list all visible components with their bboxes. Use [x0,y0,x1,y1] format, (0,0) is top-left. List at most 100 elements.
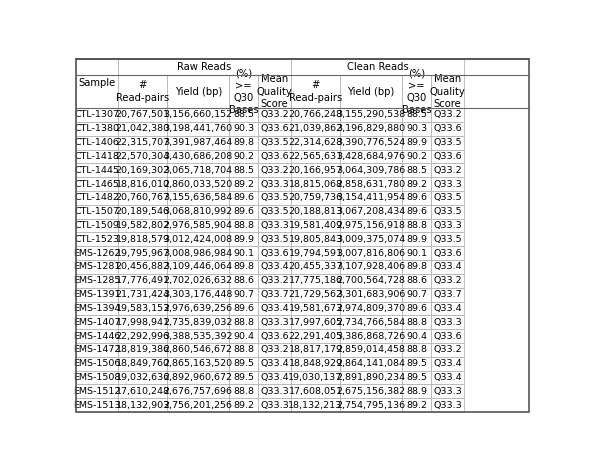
Text: Yield (bp): Yield (bp) [348,86,395,97]
Bar [76,150,118,163]
Bar [76,246,118,260]
Bar [76,136,118,150]
Bar [340,108,402,122]
Bar [167,260,230,274]
Text: #
Read-pairs: # Read-pairs [116,80,169,103]
Text: Q33.4: Q33.4 [433,262,462,272]
Bar [230,398,258,412]
Bar [402,385,431,398]
Text: Q33.5: Q33.5 [433,235,462,244]
Bar [118,150,167,163]
Bar [167,246,230,260]
Bar [230,150,258,163]
Bar [230,343,258,357]
Bar [118,398,167,412]
Text: 17,608,051: 17,608,051 [289,387,343,396]
Text: 88.6: 88.6 [233,276,254,286]
Text: 3,012,424,008: 3,012,424,008 [163,235,233,244]
Bar [230,301,258,315]
Bar [258,343,291,357]
Bar [230,288,258,301]
Text: Q33.4: Q33.4 [433,373,462,382]
Text: Q33.3: Q33.3 [433,401,462,410]
Bar [167,122,230,136]
Text: Q33.5: Q33.5 [433,193,462,202]
Text: 2,976,585,904: 2,976,585,904 [164,221,233,230]
Bar [402,122,431,136]
Bar [291,288,340,301]
Bar [340,122,402,136]
Text: 18,816,010: 18,816,010 [116,179,169,189]
Text: 20,188,813: 20,188,813 [289,207,343,216]
Bar [76,219,118,232]
Text: Q33.2: Q33.2 [433,111,462,120]
Bar [230,260,258,274]
Text: 89.6: 89.6 [406,304,427,313]
Text: EMS-1472: EMS-1472 [73,345,121,354]
Bar [431,136,464,150]
Bar [431,75,464,108]
Bar [167,163,230,177]
Text: 19,795,967: 19,795,967 [116,249,169,258]
Text: 90.3: 90.3 [233,124,254,133]
Bar [167,315,230,329]
Bar [167,301,230,315]
Text: 20,767,501: 20,767,501 [116,111,169,120]
Text: 2,860,033,520: 2,860,033,520 [163,179,233,189]
Text: 3,155,290,538: 3,155,290,538 [336,111,406,120]
Text: 2,974,809,370: 2,974,809,370 [337,304,406,313]
Bar [76,371,118,385]
Bar [118,108,167,122]
Bar [76,177,118,191]
Text: 20,169,302: 20,169,302 [116,166,170,175]
Bar [340,315,402,329]
Text: Q33.3: Q33.3 [260,401,289,410]
Text: 2,864,141,084: 2,864,141,084 [337,359,406,368]
Text: (%)
>=
Q30
Bases: (%) >= Q30 Bases [402,68,431,115]
Text: Clean Reads: Clean Reads [347,62,408,72]
Text: 3,388,535,392: 3,388,535,392 [163,332,233,340]
Bar [431,288,464,301]
Bar [167,343,230,357]
Bar [258,177,291,191]
Bar [402,301,431,315]
Text: 88.8: 88.8 [233,387,254,396]
Text: 18,819,386: 18,819,386 [116,345,170,354]
Bar [118,357,167,371]
Bar [76,163,118,177]
Text: 19,581,409: 19,581,409 [289,221,343,230]
Bar [291,191,340,205]
Text: EMS-1394: EMS-1394 [73,304,121,313]
Text: Q33.2: Q33.2 [433,276,462,286]
Text: 89.6: 89.6 [233,193,254,202]
Bar [291,246,340,260]
Bar [76,205,118,219]
Text: CTL-1307: CTL-1307 [74,111,120,120]
Bar [258,385,291,398]
Text: 18,849,760: 18,849,760 [116,359,169,368]
Bar [402,191,431,205]
Bar [258,122,291,136]
Text: 90.2: 90.2 [233,152,254,161]
Text: Q33.5: Q33.5 [260,193,289,202]
Text: Q33.5: Q33.5 [260,138,289,147]
Text: 2,860,546,672: 2,860,546,672 [164,345,233,354]
Text: Q33.6: Q33.6 [260,332,289,340]
Text: Q33.6: Q33.6 [433,249,462,258]
Bar [76,108,118,122]
Text: Q33.6: Q33.6 [433,332,462,340]
Text: 19,032,636: 19,032,636 [116,373,170,382]
Bar [340,136,402,150]
Text: 3,303,176,448: 3,303,176,448 [163,290,233,299]
Text: EMS-1285: EMS-1285 [73,276,121,286]
Bar [230,232,258,246]
Bar [258,274,291,288]
Bar [118,59,291,75]
Bar [291,177,340,191]
Bar [258,219,291,232]
Text: 3,068,810,992: 3,068,810,992 [163,207,233,216]
Text: 2,891,890,234: 2,891,890,234 [337,373,406,382]
Text: 89.6: 89.6 [406,193,427,202]
Text: #
Read-pairs: # Read-pairs [289,80,342,103]
Bar [340,301,402,315]
